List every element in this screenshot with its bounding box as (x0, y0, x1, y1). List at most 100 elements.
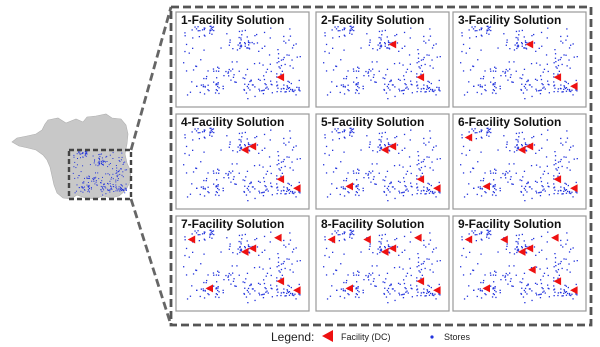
store-point (191, 29, 193, 31)
store-point (247, 87, 250, 89)
store-point (278, 265, 280, 267)
store-point (522, 176, 524, 178)
store-point (426, 190, 428, 192)
store-point (325, 145, 328, 148)
store-point (259, 192, 261, 194)
store-point (410, 83, 412, 85)
facility-marker (482, 284, 490, 293)
store-point (486, 236, 488, 238)
store-point (324, 236, 326, 238)
store-point (389, 191, 391, 193)
store-point (402, 297, 405, 299)
store-point (554, 57, 557, 59)
store-point (546, 63, 548, 65)
store-point (430, 286, 432, 289)
store-point (504, 72, 506, 74)
store-point (217, 85, 219, 88)
map-store-point (105, 173, 107, 175)
store-point (553, 85, 555, 87)
store-point (478, 131, 481, 133)
store-point (394, 86, 396, 88)
store-point (244, 83, 246, 85)
store-point (244, 77, 246, 80)
store-point (431, 161, 433, 163)
store-point (517, 37, 519, 39)
store-point (429, 65, 431, 67)
store-point (555, 270, 557, 272)
store-point (521, 287, 523, 289)
store-point (423, 260, 425, 263)
store-point (477, 161, 479, 163)
store-point (494, 270, 496, 272)
store-point (429, 28, 431, 30)
panel-title: 2-Facility Solution (321, 13, 424, 27)
store-point (466, 193, 469, 195)
store-point (203, 49, 205, 51)
store-point (203, 129, 205, 131)
store-point (468, 29, 470, 31)
store-point (423, 137, 425, 140)
store-point (492, 70, 495, 72)
store-point (343, 129, 345, 131)
store-point (576, 56, 578, 58)
store-point (249, 80, 251, 83)
store-point (269, 63, 271, 65)
store-point (479, 84, 481, 86)
store-point (251, 84, 254, 86)
store-point (480, 28, 482, 31)
store-point (335, 269, 338, 272)
store-point (517, 139, 519, 141)
store-point (254, 299, 256, 302)
store-point (534, 282, 537, 284)
map-store-point (98, 157, 100, 159)
store-point (547, 182, 549, 184)
store-point (475, 138, 477, 140)
store-point (248, 47, 250, 49)
store-point (461, 50, 463, 53)
store-point (565, 243, 567, 245)
store-point (240, 249, 243, 251)
map-store-point (72, 172, 74, 174)
store-point (375, 81, 377, 83)
store-point (376, 151, 379, 153)
store-point (295, 298, 297, 300)
store-point (284, 193, 286, 195)
store-point (575, 283, 577, 286)
store-point (282, 291, 285, 294)
store-point (490, 29, 492, 32)
store-point (490, 274, 492, 276)
store-point (218, 87, 220, 89)
store-point (222, 85, 224, 87)
store-point (553, 175, 555, 177)
map-store-point (105, 187, 107, 189)
store-point (200, 161, 202, 163)
store-point (486, 229, 488, 231)
store-point (248, 150, 251, 152)
store-point (405, 71, 407, 73)
store-point (246, 289, 248, 292)
store-point (298, 89, 300, 91)
map-store-point (85, 155, 87, 157)
store-point (497, 251, 499, 253)
solution-panel: 6-Facility Solution (452, 113, 587, 210)
store-point (387, 244, 390, 246)
store-point (505, 68, 507, 71)
store-point (554, 257, 557, 259)
store-point (214, 296, 217, 298)
store-point (487, 27, 489, 29)
store-point (248, 251, 250, 253)
store-point (232, 252, 234, 254)
store-point (357, 286, 359, 288)
store-point (342, 84, 344, 86)
store-point (547, 172, 549, 175)
store-point (493, 89, 495, 92)
store-point (337, 234, 339, 236)
store-point (542, 288, 544, 290)
store-point (288, 183, 290, 185)
store-point (240, 243, 242, 245)
store-point (218, 67, 220, 69)
store-point (210, 27, 212, 29)
store-point (343, 253, 345, 255)
store-point (247, 98, 249, 100)
store-point (546, 165, 548, 167)
